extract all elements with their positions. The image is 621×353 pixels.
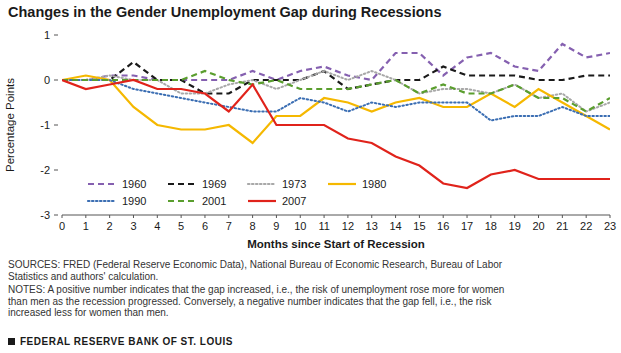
x-tick (157, 215, 158, 218)
series-line (62, 62, 610, 94)
x-tick (586, 215, 587, 218)
x-tick-label: 4 (154, 220, 160, 232)
legend-label: 1973 (282, 178, 306, 190)
x-tick-label: 14 (389, 220, 401, 232)
notes: increased less for women than men. (8, 307, 169, 318)
x-tick (133, 215, 134, 218)
x-tick (181, 215, 182, 218)
x-tick-label: 0 (59, 220, 65, 232)
x-tick-label: 10 (294, 220, 306, 232)
legend-swatch (328, 183, 356, 185)
x-tick (562, 215, 563, 218)
x-tick-label: 5 (178, 220, 184, 232)
y-axis-label: Percentage Points (4, 78, 16, 172)
y-tick (54, 215, 58, 216)
x-tick-label: 18 (485, 220, 497, 232)
x-tick (62, 215, 63, 218)
x-tick (347, 215, 348, 218)
x-tick-label: 15 (413, 220, 425, 232)
x-tick-label: 2 (107, 220, 113, 232)
x-tick-label: 16 (437, 220, 449, 232)
x-tick-label: 19 (509, 220, 521, 232)
x-tick-label: 8 (250, 220, 256, 232)
plot-area (62, 44, 610, 188)
sources: Statistics and authors' calculation. (8, 271, 158, 282)
x-tick (228, 215, 229, 218)
x-tick (467, 215, 468, 218)
legend-label: 1990 (122, 195, 146, 207)
x-tick (490, 215, 491, 218)
legend-swatch (168, 183, 196, 185)
x-tick (514, 215, 515, 218)
chart: Changes in the Gender Unemployment Gap d… (0, 0, 621, 353)
legend-label: 2007 (282, 195, 306, 207)
y-tick-label: 1 (44, 29, 50, 41)
legend-swatch (248, 200, 276, 202)
x-tick (371, 215, 372, 218)
x-tick (610, 215, 611, 218)
series-line (62, 71, 610, 112)
x-tick-label: 3 (130, 220, 136, 232)
y-tick (54, 170, 58, 171)
x-tick-label: 20 (532, 220, 544, 232)
y-tick-label: -1 (40, 119, 50, 131)
x-tick (276, 215, 277, 218)
footer: FEDERAL RESERVE BANK OF ST. LOUIS (20, 336, 233, 347)
y-tick (54, 80, 58, 81)
title: Changes in the Gender Unemployment Gap d… (8, 4, 441, 20)
x-tick-label: 21 (556, 220, 568, 232)
x-tick (300, 215, 301, 218)
series-line (62, 80, 610, 121)
x-tick-label: 7 (226, 220, 232, 232)
x-tick (419, 215, 420, 218)
y-tick (54, 35, 58, 36)
x-tick (538, 215, 539, 218)
x-axis-line (62, 215, 610, 216)
x-tick (395, 215, 396, 218)
x-tick-label: 1 (83, 220, 89, 232)
x-tick-label: 6 (202, 220, 208, 232)
x-tick (204, 215, 205, 218)
legend-swatch (88, 183, 116, 185)
footer-square (8, 338, 15, 345)
x-tick-label: 23 (604, 220, 616, 232)
x-tick (324, 215, 325, 218)
x-tick-label: 12 (342, 220, 354, 232)
legend-swatch (168, 200, 196, 202)
y-tick-label: 0 (44, 74, 50, 86)
x-tick (85, 215, 86, 218)
y-tick (54, 125, 58, 126)
legend-label: 1980 (362, 178, 386, 190)
x-tick-label: 9 (273, 220, 279, 232)
legend-label: 2001 (202, 195, 226, 207)
legend-label: 1960 (122, 178, 146, 190)
legend-label: 1969 (202, 178, 226, 190)
series-line (62, 80, 610, 188)
legend-swatch (248, 183, 276, 185)
x-tick-label: 17 (461, 220, 473, 232)
y-tick-label: -2 (40, 164, 50, 176)
x-axis-label: Months since Start of Recession (247, 238, 425, 250)
x-tick-label: 11 (318, 220, 329, 232)
sources: SOURCES: FRED (Federal Reserve Economic … (8, 259, 503, 270)
x-tick (443, 215, 444, 218)
legend-swatch (88, 200, 116, 202)
notes: than men as the recession progressed. Co… (8, 296, 492, 307)
x-tick (252, 215, 253, 218)
x-tick (109, 215, 110, 218)
x-tick-label: 22 (580, 220, 592, 232)
notes: NOTES: A positive number indicates that … (8, 284, 504, 295)
y-tick-label: -3 (40, 209, 50, 221)
x-tick-label: 13 (366, 220, 378, 232)
